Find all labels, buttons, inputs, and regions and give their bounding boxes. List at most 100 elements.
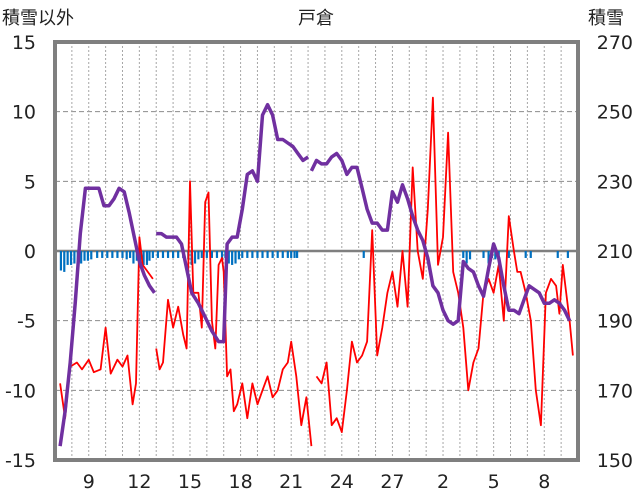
precipitation-bar xyxy=(362,251,365,258)
x-tick-label: 15 xyxy=(178,471,202,493)
precipitation-bar xyxy=(261,251,264,258)
x-tick-label: 27 xyxy=(380,471,404,493)
precipitation-bar xyxy=(482,251,485,258)
x-tick-label: 12 xyxy=(127,471,151,493)
x-tick-label: 9 xyxy=(83,471,95,493)
x-tick-label: 5 xyxy=(488,471,500,493)
right-tick-label: 170 xyxy=(597,380,633,402)
plot-frame xyxy=(53,40,580,462)
precipitation-bar xyxy=(63,251,66,272)
precipitation-bar xyxy=(200,251,203,258)
precipitation-bar xyxy=(524,251,527,258)
precipitation-bar xyxy=(246,251,249,258)
precipitation-bar xyxy=(106,251,109,258)
right-tick-label: 210 xyxy=(597,241,633,263)
precipitation-bar xyxy=(231,251,234,265)
temperature-line xyxy=(155,180,313,447)
precipitation-bar xyxy=(132,251,135,264)
temperature-line xyxy=(315,96,574,433)
snow-depth-line xyxy=(156,102,310,344)
precipitation-bar xyxy=(172,251,175,258)
left-tick-label: -5 xyxy=(17,311,36,333)
precipitation-bar xyxy=(193,251,197,264)
precipitation-bar xyxy=(462,251,465,258)
precipitation-bar xyxy=(166,251,170,258)
precipitation-bar xyxy=(96,251,99,258)
right-tick-label: 190 xyxy=(597,311,633,333)
precipitation-bar xyxy=(205,251,208,258)
precipitation-bar xyxy=(529,251,532,258)
precipitation-bar xyxy=(256,251,259,258)
precipitation-bar xyxy=(197,251,200,260)
precipitation-bar xyxy=(276,251,279,258)
left-tick-label: 5 xyxy=(24,171,36,193)
x-tick-label: 21 xyxy=(279,471,303,493)
precipitation-bar xyxy=(161,251,165,258)
precipitation-bar xyxy=(487,251,490,264)
tick-labels: -15 -10 -5 0 5 10 15 150 170 190 210 230 250 270 9 12 15… xyxy=(5,32,633,493)
left-tick-label: 0 xyxy=(24,241,36,263)
precipitation-bar xyxy=(566,251,569,258)
precipitation-bar xyxy=(251,251,254,258)
precipitation-bar xyxy=(177,251,180,258)
precipitation-bar xyxy=(234,251,237,264)
precipitation-bar xyxy=(290,251,293,258)
precipitation-bar xyxy=(210,251,213,258)
precipitation-bar xyxy=(66,251,69,265)
x-tick-label: 8 xyxy=(538,471,550,493)
left-tick-label: 10 xyxy=(12,102,36,124)
precipitation-bar xyxy=(101,251,104,258)
precipitation-bar xyxy=(296,251,299,258)
precipitation-bar xyxy=(83,251,86,261)
precipitation-bar xyxy=(80,251,83,264)
right-axis-label: 積雪 xyxy=(588,8,624,29)
precipitation-bar xyxy=(69,251,73,265)
right-tick-label: 230 xyxy=(597,171,633,193)
precipitation-bar xyxy=(241,251,244,258)
precipitation-bar xyxy=(156,251,160,258)
precipitation-bar xyxy=(556,251,559,258)
precipitation-bar xyxy=(148,251,151,261)
chart-title: 戸倉 xyxy=(298,8,334,29)
precipitation-bar xyxy=(286,251,289,258)
precipitation-bar xyxy=(220,251,224,260)
right-tick-label: 150 xyxy=(597,450,633,472)
x-tick-label: 24 xyxy=(330,471,354,493)
precipitation-bar xyxy=(293,251,296,258)
right-tick-label: 270 xyxy=(597,32,633,54)
precipitation-bar xyxy=(121,251,124,258)
precipitation-bar xyxy=(151,251,154,258)
precipitation-bar xyxy=(90,251,93,260)
precipitation-bar xyxy=(266,251,269,258)
precipitation-bar xyxy=(128,251,132,258)
left-tick-label: -15 xyxy=(5,450,36,472)
precipitation-bar xyxy=(227,251,230,264)
precipitation-bar xyxy=(494,251,497,260)
precipitation-bar xyxy=(59,251,63,271)
precipitation-bar xyxy=(125,251,128,260)
x-tick-label: 18 xyxy=(228,471,252,493)
right-tick-label: 250 xyxy=(597,102,633,124)
precipitation-bar xyxy=(468,251,472,260)
series-lines xyxy=(58,96,574,447)
precipitation-bar xyxy=(271,251,274,258)
left-tick-label: 15 xyxy=(12,32,36,54)
precipitation-bar xyxy=(73,251,76,264)
left-tick-label: -10 xyxy=(5,380,36,402)
precipitation-bar xyxy=(215,251,219,258)
snow-depth-line xyxy=(309,151,572,326)
snow-depth-line xyxy=(58,186,156,447)
precipitation-bar xyxy=(237,251,240,260)
left-axis-label: 積雪以外 xyxy=(2,8,74,29)
x-tick-label: 2 xyxy=(437,471,449,493)
precipitation-bar xyxy=(116,251,119,258)
temperature-line xyxy=(59,236,154,420)
precipitation-bar xyxy=(111,251,114,258)
precipitation-bar xyxy=(465,251,468,264)
precipitation-bar xyxy=(281,251,284,258)
precipitation-bar xyxy=(86,251,89,261)
precipitation-bar xyxy=(507,251,510,258)
precipitation-bar xyxy=(142,251,145,265)
